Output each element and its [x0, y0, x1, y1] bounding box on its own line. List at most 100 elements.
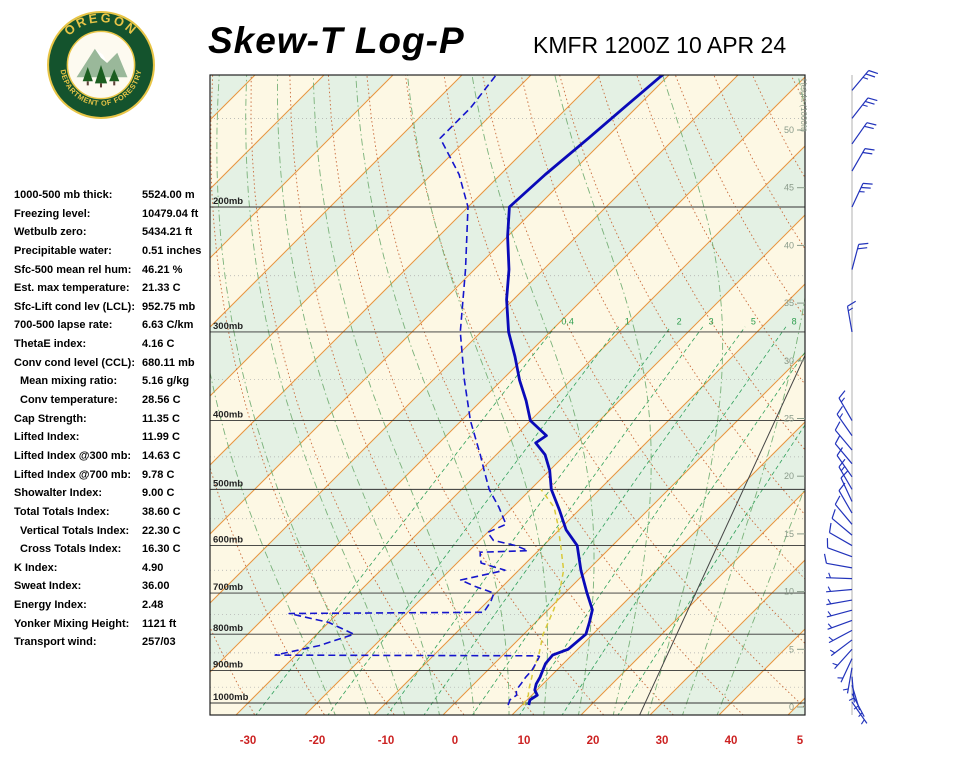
stat-value: 9.00 C [142, 487, 175, 500]
stat-value: 952.75 mb [142, 300, 196, 313]
wind-barb [838, 458, 853, 490]
stat-label: Est. max temperature: [14, 282, 130, 295]
stat-row: 1000-500 mb thick: 5524.00 m [14, 186, 214, 205]
wind-barb [826, 538, 853, 558]
mixing-ratio-label: 0.4 [561, 317, 574, 327]
stat-value: 14.63 C [142, 449, 181, 462]
stat-value: 9.78 C [142, 468, 175, 481]
logo-trees [82, 65, 120, 88]
wind-barb [836, 405, 853, 436]
stat-label: Energy Index: [14, 599, 87, 612]
wind-barb [834, 421, 853, 451]
height-tick-label: 45 [784, 183, 794, 193]
stat-label: Lifted Index @700 mb: [14, 468, 132, 481]
stat-row: Precipitable water: 0.51 inches [14, 242, 214, 261]
temperature-trace [505, 75, 665, 706]
wind-barb [837, 658, 853, 683]
stat-row: Showalter Index: 9.00 C [14, 484, 214, 503]
pressure-label: 200mb [213, 196, 243, 207]
wind-barb [832, 648, 853, 670]
stat-value: 22.30 C [142, 524, 181, 537]
wind-barb-column [823, 69, 879, 725]
stat-row: 700-500 lapse rate: 6.63 C/km [14, 316, 214, 335]
stat-value: 10479.04 ft [142, 207, 199, 220]
stat-row: Energy Index: 2.48 [14, 596, 214, 615]
stat-value: 2.48 [142, 599, 164, 612]
wind-barb [851, 97, 878, 119]
stat-value: 257/03 [142, 636, 176, 649]
height-tick-label: 20 [784, 471, 794, 481]
wind-barb [831, 509, 853, 536]
stat-label: Freezing level: [14, 207, 91, 220]
stat-label: Sweat Index: [14, 580, 82, 593]
stat-row: Cap Strength: 11.35 C [14, 410, 214, 429]
stat-value: 4.90 [142, 561, 164, 574]
pressure-label: 600mb [213, 535, 243, 546]
wind-barb [846, 300, 857, 333]
wind-barb [838, 482, 853, 514]
stat-row: Freezing level: 10479.04 ft [14, 205, 214, 224]
wind-barb [836, 447, 853, 478]
stat-value: 16.30 C [142, 543, 181, 556]
stat-value: 4.16 C [142, 338, 175, 351]
stat-row: Sfc-Lift cond lev (LCL): 952.75 mb [14, 298, 214, 317]
wind-barb [826, 586, 853, 593]
stat-row: K Index: 4.90 [14, 559, 214, 578]
stat-label: Conv cond level (CCL): [14, 356, 136, 369]
height-axis-title: Height (1000ft) [799, 79, 808, 132]
mixing-ratio-label: 1 [625, 317, 630, 327]
stat-label: Cap Strength: [14, 412, 87, 425]
wind-barb [826, 598, 853, 606]
stat-value: 11.99 C [142, 431, 180, 444]
temp-tick-label: 5 [797, 735, 804, 747]
height-tick-label: 10 [784, 587, 794, 597]
stat-row: Total Totals Index: 38.60 C [14, 503, 214, 522]
temp-tick-label: 0 [452, 735, 458, 747]
dewpoint-trace [274, 75, 541, 706]
stat-label: Sfc-500 mean rel hum: [14, 263, 132, 276]
mixing-ratio-label: 5 [751, 317, 756, 327]
dry-adiabats [210, 75, 805, 715]
height-tick-label: 5 [789, 644, 794, 654]
stat-value: 28.56 C [142, 394, 181, 407]
station-time-label: KMFR 1200Z 10 APR 24 [533, 32, 787, 58]
stat-value: 6.63 C/km [142, 319, 194, 332]
reference-line [639, 354, 805, 715]
pressure-label: 700mb [213, 582, 243, 593]
stat-row: Sweat Index: 36.00 [14, 577, 214, 596]
stat-label: K Index: [14, 561, 58, 574]
stats-panel: 1000-500 mb thick: 5524.00 m Freezing leve… [14, 186, 214, 652]
stat-label: Conv temperature: [20, 394, 118, 407]
stat-value: 5524.00 m [142, 189, 195, 201]
temp-tick-label: 10 [518, 735, 531, 747]
stat-value: 11.35 C [142, 412, 180, 425]
stat-value: 46.21 % [142, 263, 183, 276]
wind-barb [834, 435, 853, 465]
stat-label: Sfc-Lift cond lev (LCL): [14, 300, 135, 313]
stat-value: 21.33 C [142, 282, 181, 295]
stat-row: Vertical Totals Index: 22.30 C [14, 522, 214, 541]
stat-value: 5.16 g/kg [142, 375, 190, 388]
temp-tick-label: 30 [656, 735, 669, 747]
wind-barb [825, 572, 853, 580]
logo-mountain [76, 48, 128, 78]
stat-label: Mean mixing ratio: [20, 375, 118, 388]
wind-barb [842, 667, 853, 694]
pressure-label: 800mb [213, 623, 243, 634]
stat-row: Cross Totals Index: 16.30 C [14, 540, 214, 559]
isotherm-lines [210, 75, 805, 715]
height-tick-label: 35 [784, 298, 794, 308]
wind-barb [840, 470, 853, 502]
wind-barb [851, 122, 877, 145]
stat-label: Total Totals Index: [14, 505, 110, 518]
stat-label: Showalter Index: [14, 487, 103, 500]
wind-barb [851, 701, 868, 725]
stat-value: 36.00 [142, 580, 170, 593]
pressure-label: 500mb [213, 478, 243, 489]
pressure-label: 300mb [213, 321, 243, 332]
stat-value: 680.11 mb [142, 356, 195, 369]
temp-tick-label: -20 [309, 735, 326, 747]
wind-barb [838, 390, 853, 421]
